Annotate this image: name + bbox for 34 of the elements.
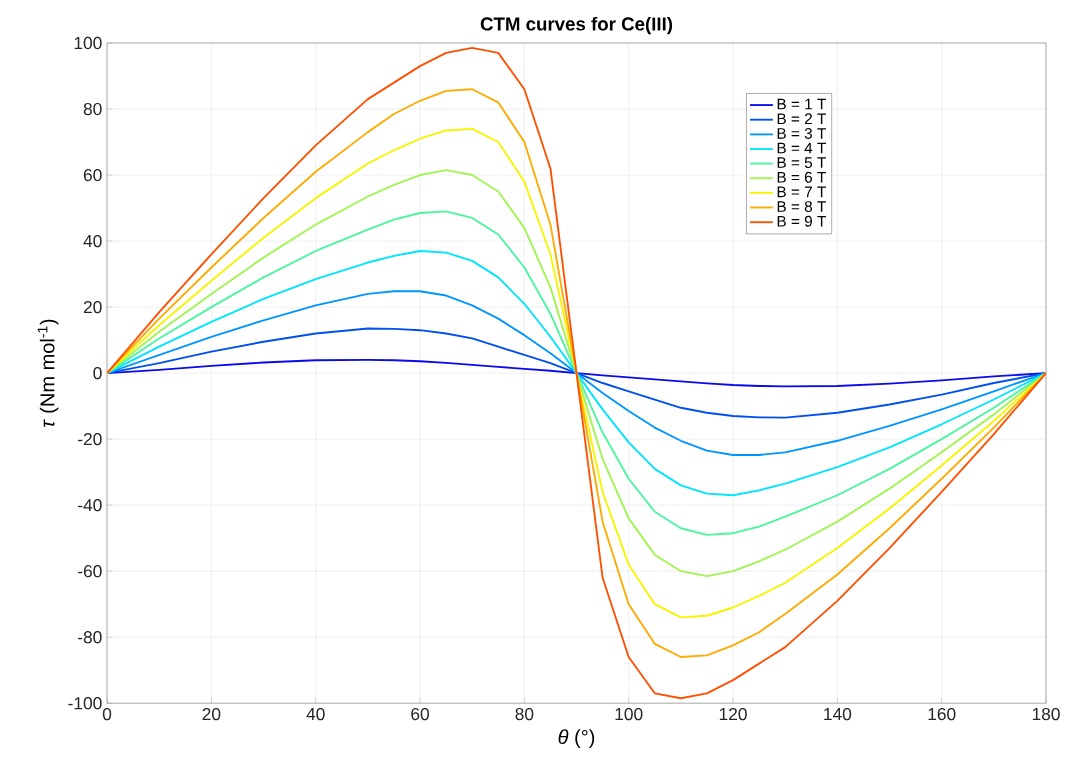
legend-label: B = 3 T xyxy=(777,127,826,139)
legend-label: B = 9 T xyxy=(777,215,826,227)
x-tick-label: 80 xyxy=(515,707,534,721)
y-tick-label: 80 xyxy=(83,102,102,116)
x-tick-label: 180 xyxy=(1032,707,1060,721)
x-axis-title: θ (°) xyxy=(558,729,595,748)
y-tick-label: 40 xyxy=(83,234,102,248)
x-tick-label: 100 xyxy=(615,707,643,721)
legend-label: B = 7 T xyxy=(777,186,826,198)
x-tick-label: 40 xyxy=(306,707,325,721)
legend-label: B = 8 T xyxy=(777,201,826,212)
y-tick-label: -80 xyxy=(78,630,102,644)
x-tick-label: 160 xyxy=(928,707,956,721)
y-tick-label: -100 xyxy=(68,696,102,710)
x-tick-label: 20 xyxy=(202,707,221,721)
y-axis-title: τ (Nm mol$^{-1}$) xyxy=(37,319,59,427)
legend-label: B = 6 T xyxy=(777,171,826,183)
line-series xyxy=(107,169,1047,577)
x-tick-label: 60 xyxy=(411,707,429,721)
y-tick-label: -60 xyxy=(78,564,102,578)
y-tick-label: 100 xyxy=(74,36,102,50)
y-tick-label: -40 xyxy=(78,498,102,512)
y-tick-label: -20 xyxy=(78,432,102,446)
legend-label: B = 2 T xyxy=(777,113,826,124)
legend-label: B = 4 T xyxy=(777,142,826,154)
chart-title: CTM curves for Ce(III) xyxy=(480,16,673,35)
x-tick-label: 140 xyxy=(824,707,852,721)
legend-label: B = 5 T xyxy=(777,157,826,168)
x-tick-label: 0 xyxy=(102,707,112,721)
y-tick-label: 0 xyxy=(93,366,102,380)
y-tick-label: 20 xyxy=(83,300,102,314)
y-tick-label: 60 xyxy=(83,168,102,182)
legend-label: B = 1 T xyxy=(777,98,826,110)
x-tick-label: 120 xyxy=(719,707,747,721)
